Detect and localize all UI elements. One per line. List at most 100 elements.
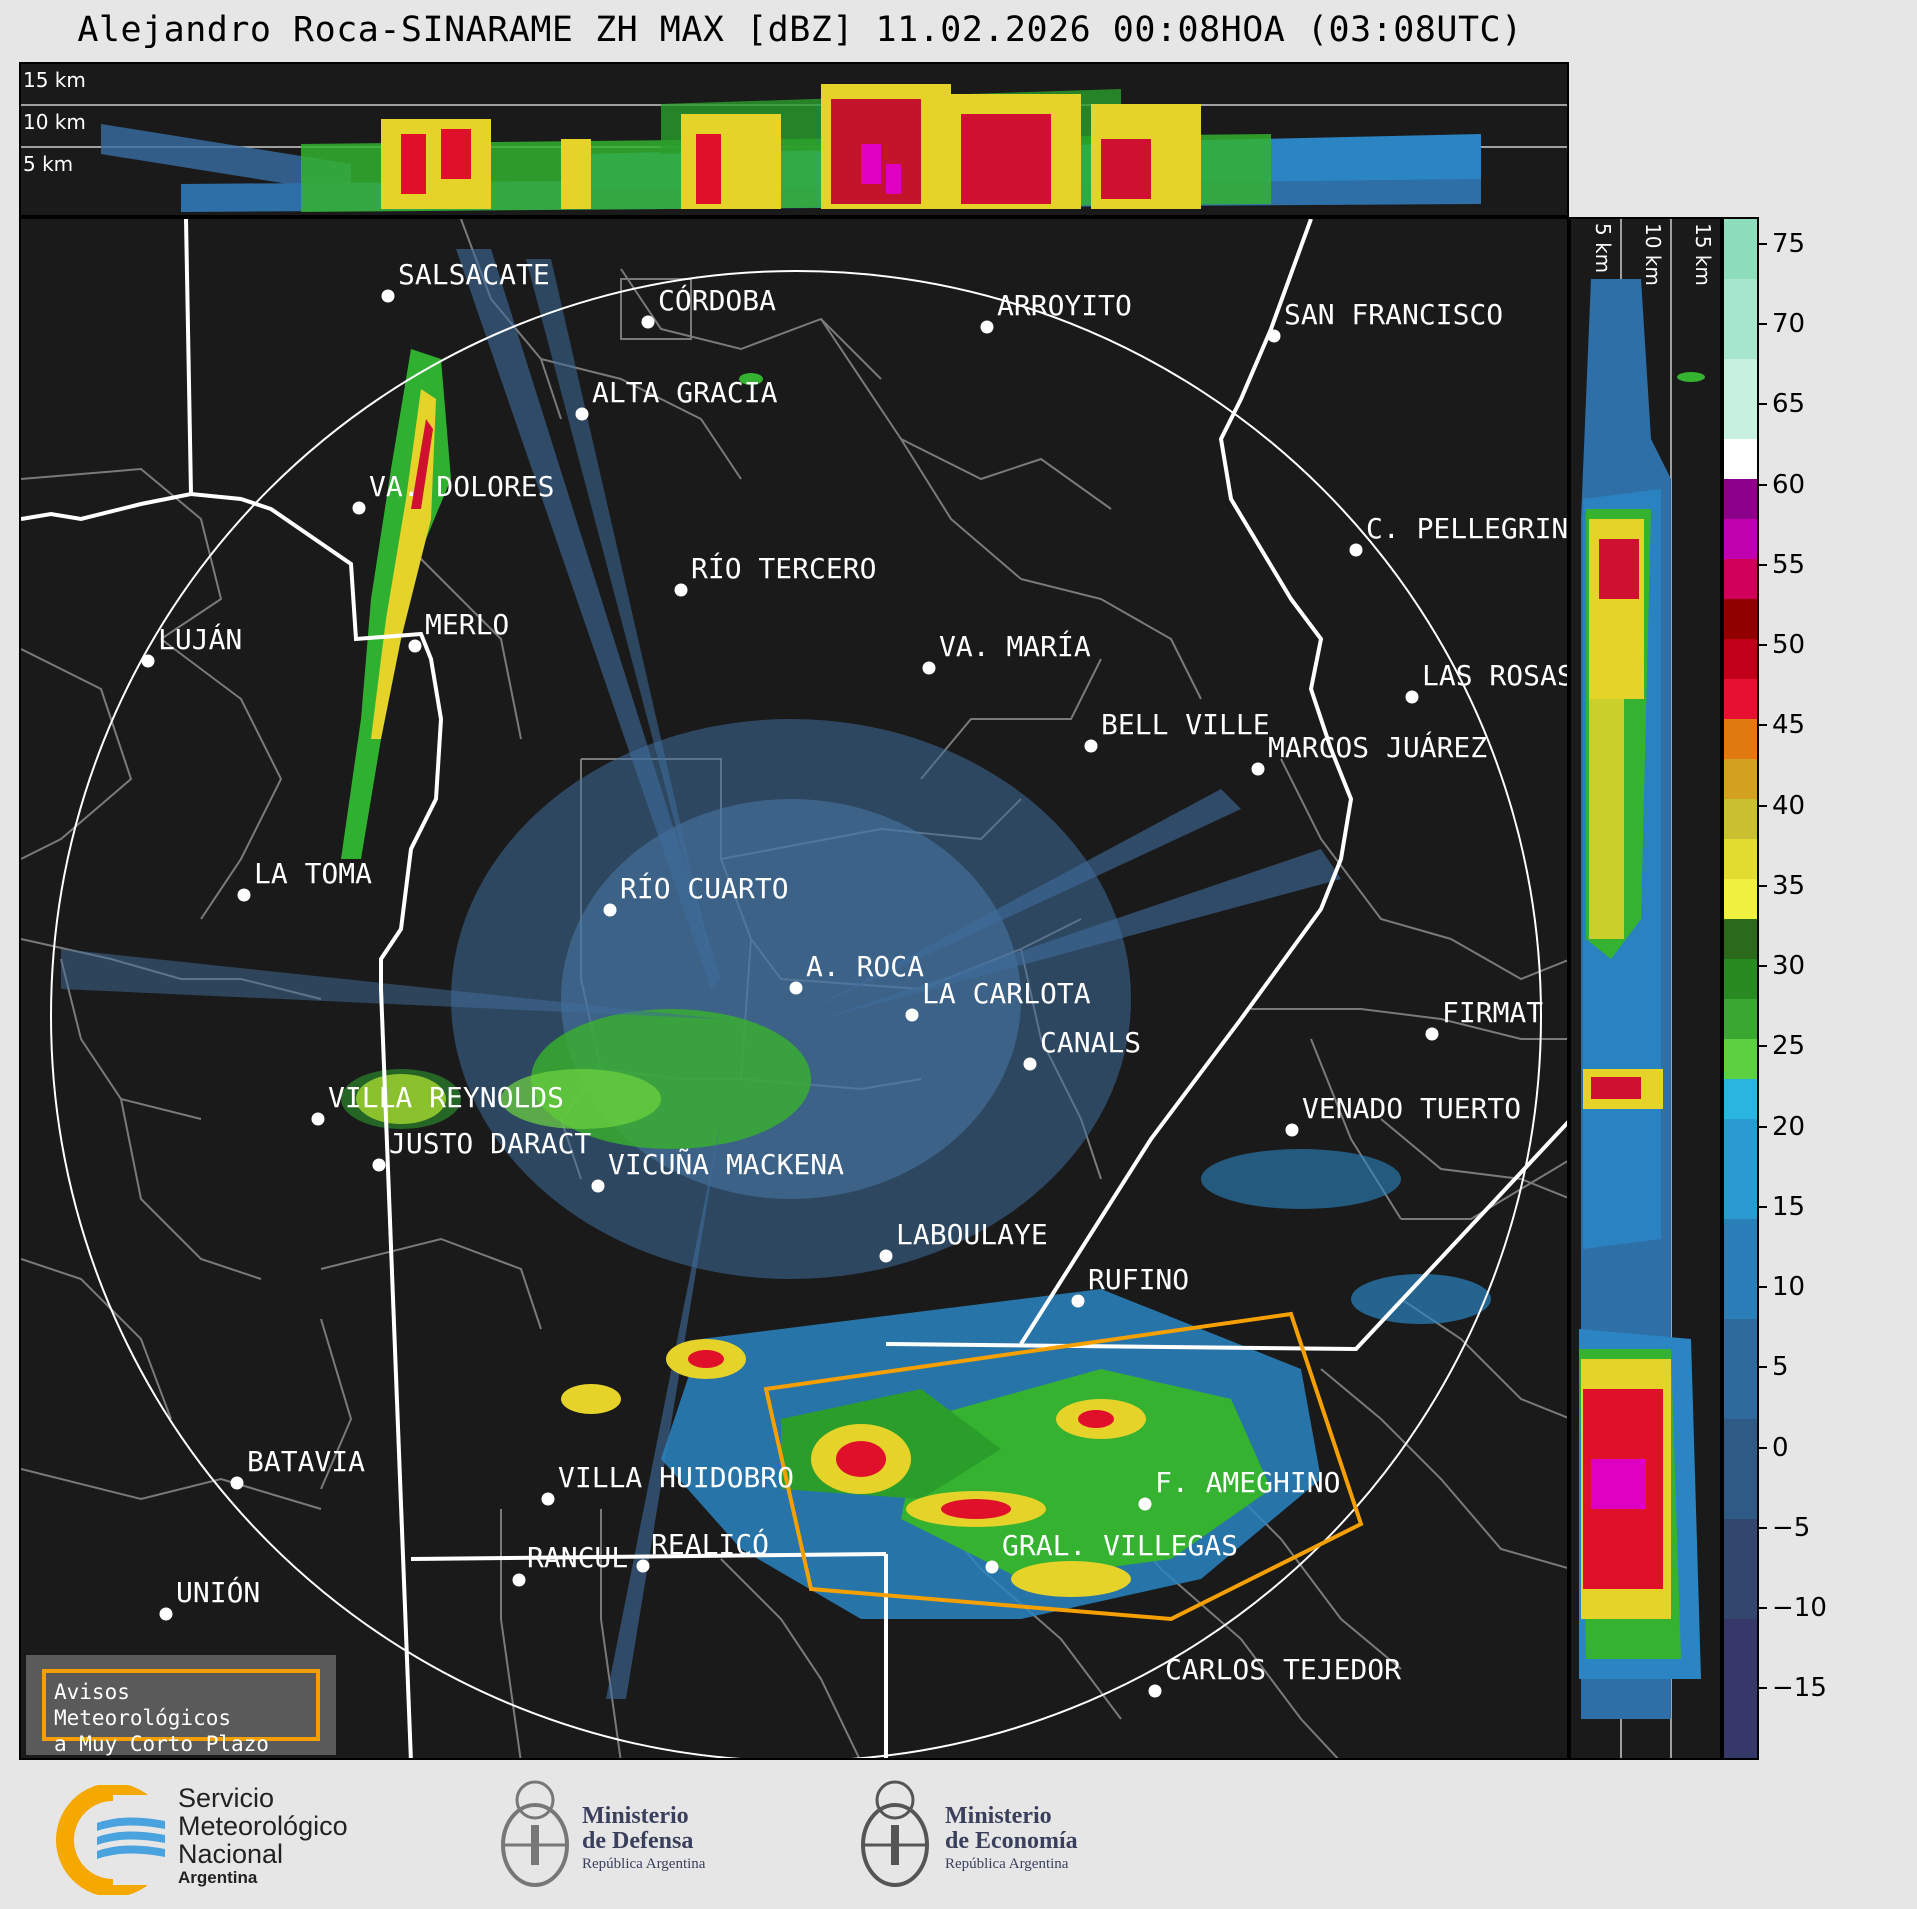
radar-site-dot[interactable] xyxy=(789,981,803,995)
city-dot[interactable] xyxy=(1071,1294,1085,1308)
colorbar-label-minus10: −10 xyxy=(1772,1593,1827,1623)
colorbar-label-70: 70 xyxy=(1772,309,1806,339)
radar-map[interactable]: SALSACATE CÓRDOBA ARROYITO SAN FRANCISCO… xyxy=(19,217,1569,1760)
smn-line3: Nacional xyxy=(178,1839,284,1869)
colorbar-label-minus5: −5 xyxy=(1772,1513,1811,1543)
province-borders xyxy=(21,219,1567,1758)
defensa-line1: Ministerio xyxy=(582,1803,689,1829)
smn-logo-icon xyxy=(56,1785,173,1895)
city-dot[interactable] xyxy=(372,1158,386,1172)
colorbar-label-65: 65 xyxy=(1772,389,1806,419)
city-label-vicuna-mackena: VICUÑA MACKENA xyxy=(608,1148,845,1181)
colorbar-tick xyxy=(1759,323,1767,325)
radar-title: Alejandro Roca-SINARAME ZH MAX [dBZ] 11.… xyxy=(77,10,1523,50)
city-label-rancul: RANCUL xyxy=(527,1541,629,1574)
city-dot[interactable] xyxy=(381,289,395,303)
city-label-rio-cuarto: RÍO CUARTO xyxy=(620,872,789,905)
colorbar-tick xyxy=(1759,1206,1767,1208)
colorbar-tick xyxy=(1759,1366,1767,1368)
colorbar-tick xyxy=(1759,724,1767,726)
city-dot[interactable] xyxy=(1425,1027,1439,1041)
city-dot[interactable] xyxy=(141,654,155,668)
city-dot[interactable] xyxy=(985,1560,999,1574)
city-dot[interactable] xyxy=(237,888,251,902)
city-dot[interactable] xyxy=(591,1179,605,1193)
defensa-line2: de Defensa xyxy=(582,1828,694,1854)
city-dot[interactable] xyxy=(641,315,655,329)
economia-line3: República Argentina xyxy=(945,1856,1069,1872)
city-label-merlo: MERLO xyxy=(425,608,510,641)
economia-line2: de Economía xyxy=(945,1828,1078,1854)
colorbar-tick xyxy=(1759,805,1767,807)
colorbar-tick xyxy=(1759,965,1767,967)
footer-logos: Servicio Meteorológico Nacional Argentin… xyxy=(0,1760,1917,1909)
city-dot[interactable] xyxy=(980,320,994,334)
city-dot[interactable] xyxy=(311,1112,325,1126)
argentina-coat-of-arms-icon xyxy=(861,1780,929,1887)
dbz-colorbar xyxy=(1722,217,1759,1760)
altitude-label-5km: 5 km xyxy=(23,152,74,176)
city-dot[interactable] xyxy=(1349,543,1363,557)
city-label-marcos-juarez: MARCOS JUÁREZ xyxy=(1268,731,1488,764)
city-dot[interactable] xyxy=(674,583,688,597)
colorbar-tick xyxy=(1759,1607,1767,1609)
city-dot[interactable] xyxy=(352,501,366,515)
altitude-label-15km: 15 km xyxy=(23,68,86,92)
city-dot[interactable] xyxy=(1084,739,1098,753)
colorbar-label-35: 35 xyxy=(1772,871,1806,901)
city-dot[interactable] xyxy=(541,1492,555,1506)
warnings-legend: Avisos Meteorológicos a Muy Corto Plazo xyxy=(26,1655,336,1756)
city-dot[interactable] xyxy=(922,661,936,675)
city-label-villa-reynolds: VILLA REYNOLDS xyxy=(328,1081,565,1114)
city-label-laboulaye: LABOULAYE xyxy=(896,1218,1048,1251)
city-label-justo-daract: JUSTO DARACT xyxy=(389,1127,592,1160)
city-label-las-rosas: LAS ROSAS xyxy=(1422,659,1569,692)
city-dot[interactable] xyxy=(603,903,617,917)
city-dot[interactable] xyxy=(1148,1684,1162,1698)
city-dot[interactable] xyxy=(879,1249,893,1263)
radar-map-graphics xyxy=(21,219,1567,1758)
colorbar-label-40: 40 xyxy=(1772,791,1806,821)
top-cross-section: 15 km 10 km 5 km xyxy=(19,62,1569,217)
city-dot[interactable] xyxy=(575,407,589,421)
city-dot[interactable] xyxy=(230,1476,244,1490)
city-dot[interactable] xyxy=(408,639,422,653)
city-label-realico: REALICÓ xyxy=(651,1528,770,1561)
altitude-label-10km: 10 km xyxy=(23,110,86,134)
city-dot[interactable] xyxy=(905,1008,919,1022)
city-label-canals: CANALS xyxy=(1040,1026,1142,1059)
city-label-rufino: RUFINO xyxy=(1088,1263,1190,1296)
city-dot[interactable] xyxy=(512,1573,526,1587)
city-dot[interactable] xyxy=(159,1607,173,1621)
city-dot[interactable] xyxy=(1267,329,1281,343)
colorbar-label-30: 30 xyxy=(1772,951,1806,981)
top-cross-section-echoes xyxy=(21,84,1567,212)
economia-line1: Ministerio xyxy=(945,1803,1052,1829)
city-dot[interactable] xyxy=(1405,690,1419,704)
city-label-a-roca: A. ROCA xyxy=(806,950,925,983)
city-label-lujan: LUJÁN xyxy=(158,623,243,656)
colorbar-label-10: 10 xyxy=(1772,1272,1806,1302)
city-label-c-pellegrini: C. PELLEGRINI xyxy=(1366,512,1569,545)
city-dot[interactable] xyxy=(1285,1123,1299,1137)
city-label-va-maria: VA. MARÍA xyxy=(939,630,1091,663)
colorbar-label-20: 20 xyxy=(1772,1112,1806,1142)
colorbar-label-15: 15 xyxy=(1772,1192,1806,1222)
colorbar-tick xyxy=(1759,1687,1767,1689)
warnings-legend-line2: a Muy Corto Plazo xyxy=(54,1732,269,1756)
city-dot[interactable] xyxy=(1023,1057,1037,1071)
city-dot[interactable] xyxy=(1251,762,1265,776)
colorbar-tick xyxy=(1759,1286,1767,1288)
colorbar-tick xyxy=(1759,564,1767,566)
side-cross-section: 5 km 10 km 15 km xyxy=(1569,217,1722,1760)
altitude-label-10km-side: 10 km xyxy=(1641,223,1665,286)
city-dot[interactable] xyxy=(1138,1497,1152,1511)
city-label-salsacate: SALSACATE xyxy=(398,258,550,291)
dbz-colorbar-gradient xyxy=(1724,219,1757,1758)
defensa-text: Ministerio de Defensa República Argentin… xyxy=(582,1804,705,1874)
colorbar-label-25: 25 xyxy=(1772,1031,1806,1061)
city-dot[interactable] xyxy=(636,1559,650,1573)
warnings-legend-frame: Avisos Meteorológicos a Muy Corto Plazo xyxy=(42,1669,320,1756)
warnings-legend-line1: Avisos Meteorológicos xyxy=(54,1680,232,1730)
altitude-label-5km-side: 5 km xyxy=(1591,223,1615,274)
